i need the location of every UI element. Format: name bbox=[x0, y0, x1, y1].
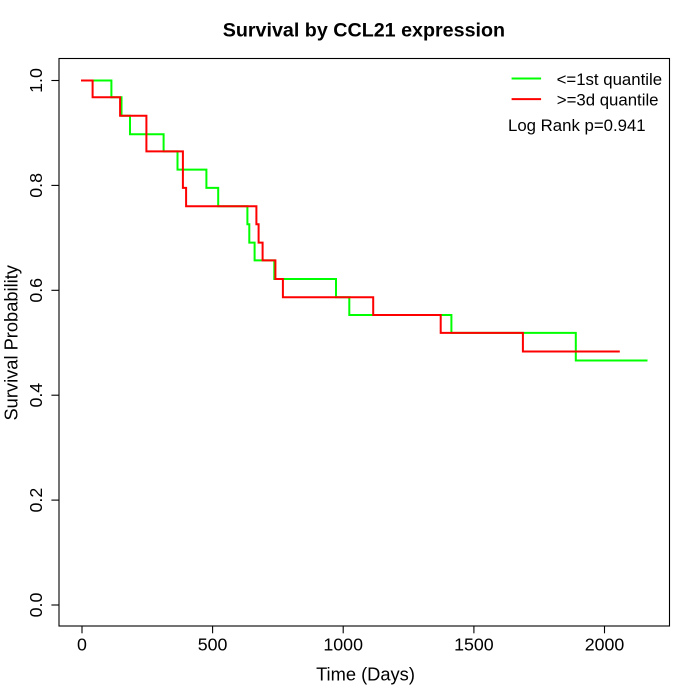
svg-text:500: 500 bbox=[198, 635, 228, 655]
svg-text:0.2: 0.2 bbox=[26, 488, 46, 513]
svg-text:2000: 2000 bbox=[585, 635, 625, 655]
svg-text:0.6: 0.6 bbox=[26, 278, 46, 303]
svg-text:1000: 1000 bbox=[323, 635, 363, 655]
svg-text:1.0: 1.0 bbox=[26, 68, 46, 93]
svg-text:<=1st quantile: <=1st quantile bbox=[557, 70, 662, 89]
svg-text:Time (Days): Time (Days) bbox=[316, 664, 415, 685]
svg-text:Log Rank p=0.941: Log Rank p=0.941 bbox=[508, 116, 646, 135]
svg-text:>=3d quantile: >=3d quantile bbox=[557, 90, 659, 109]
svg-text:1500: 1500 bbox=[454, 635, 494, 655]
svg-text:0: 0 bbox=[77, 635, 87, 655]
svg-text:0.0: 0.0 bbox=[26, 593, 46, 618]
svg-text:0.8: 0.8 bbox=[26, 173, 46, 198]
svg-text:Survival by CCL21 expression: Survival by CCL21 expression bbox=[223, 20, 505, 42]
svg-text:0.4: 0.4 bbox=[26, 383, 46, 408]
svg-text:Survival Probability: Survival Probability bbox=[1, 264, 22, 420]
